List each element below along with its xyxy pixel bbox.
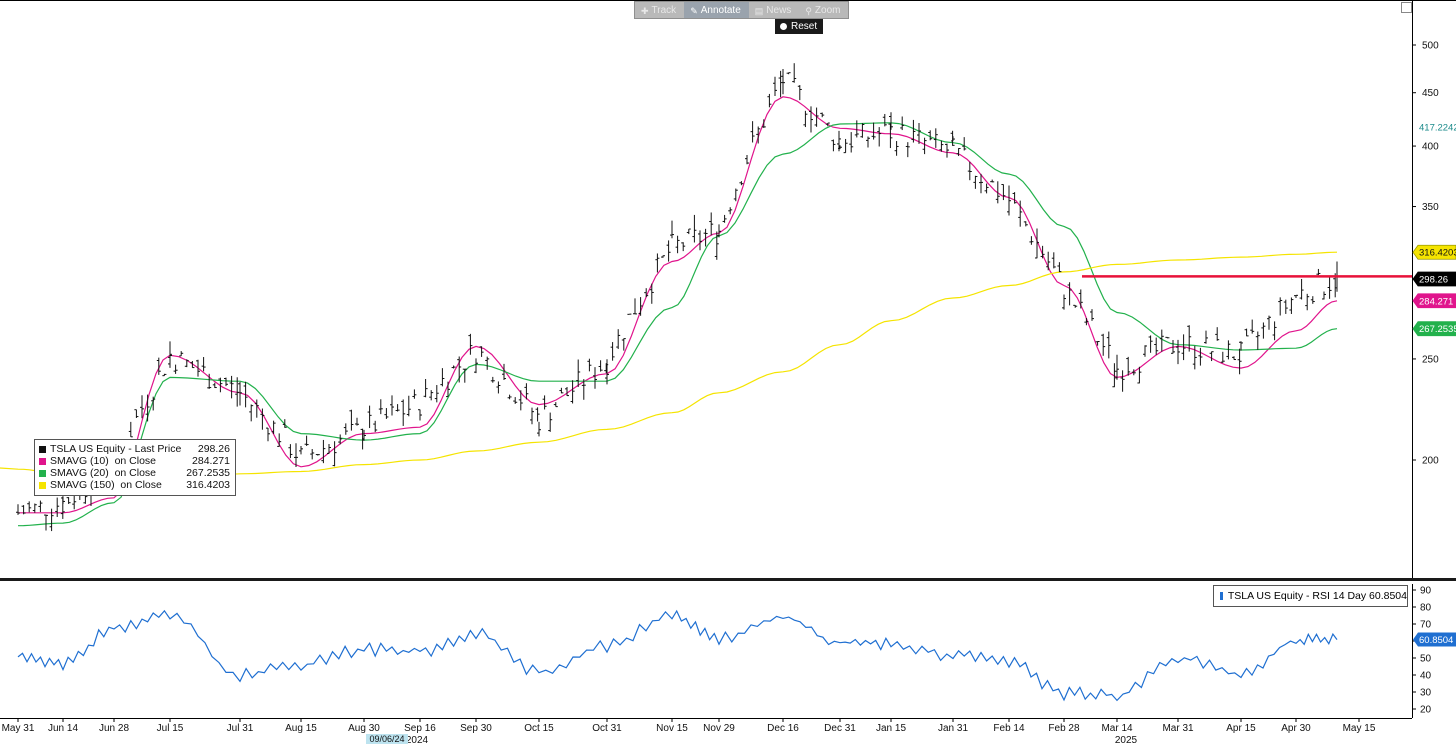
annotate-label: Annotate	[701, 4, 741, 18]
rsi-tick-label: 20	[1420, 705, 1432, 716]
time-tick-label: Sep 30	[460, 723, 492, 734]
chart-toolbar: ✚Track ✎Annotate ▤News ⚲Zoom	[634, 1, 849, 19]
price-tick-label: 400	[1422, 142, 1439, 153]
legend-row-last-price: TSLA US Equity - Last Price 298.26	[39, 443, 235, 455]
legend-name: SMAVG (20) on Close	[50, 467, 172, 479]
maximize-icon[interactable]	[1401, 2, 1412, 13]
rsi-legend-label: TSLA US Equity - RSI 14 Day 60.8504	[1228, 590, 1407, 602]
pencil-icon: ✎	[690, 4, 698, 18]
price-badge-label: 316.4203	[1419, 248, 1456, 259]
time-tick-label: Sep 16	[404, 723, 436, 734]
rsi-tick-label: 40	[1420, 671, 1432, 682]
price-tick-label: 200	[1422, 456, 1439, 467]
legend-name: SMAVG (10) on Close	[50, 455, 172, 467]
legend-swatch-last-price	[39, 446, 46, 453]
reset-icon	[780, 23, 787, 30]
time-tick-label: Dec 16	[767, 723, 799, 734]
legend-swatch-sma10	[39, 458, 46, 465]
price-badge-label: 284.271	[1419, 296, 1453, 307]
crosshair-icon: ✚	[641, 4, 649, 18]
price-badge: 267.2535	[1413, 322, 1456, 336]
price-badge: 298.26	[1413, 272, 1456, 286]
time-tick-label: Jan 31	[938, 723, 968, 734]
price-badge-label: 417.2242	[1419, 122, 1456, 133]
price-legend[interactable]: TSLA US Equity - Last Price 298.26 SMAVG…	[34, 439, 236, 496]
zoom-button[interactable]: ⚲Zoom	[799, 2, 848, 18]
time-tick-label: Jul 31	[227, 723, 254, 734]
legend-value: 316.4203	[172, 479, 235, 491]
cursor-date-label: 09/06/24	[369, 734, 404, 744]
time-tick-label: Oct 15	[524, 723, 554, 734]
time-tick-label: Feb 14	[993, 723, 1025, 734]
reset-button[interactable]: Reset	[775, 19, 823, 34]
legend-row-sma10: SMAVG (10) on Close 284.271	[39, 455, 235, 467]
time-tick-label: Aug 30	[348, 723, 380, 734]
time-tick-label: May 31	[2, 723, 35, 734]
time-tick-label: Nov 15	[656, 723, 688, 734]
rsi-legend-swatch	[1220, 592, 1223, 600]
magnifier-icon: ⚲	[805, 4, 812, 18]
panel-divider[interactable]	[0, 578, 1456, 581]
legend-swatch-sma20	[39, 470, 46, 477]
news-icon: ▤	[755, 4, 764, 18]
rsi-legend[interactable]: TSLA US Equity - RSI 14 Day 60.8504	[1213, 585, 1408, 607]
rsi-tick-label: 80	[1420, 603, 1432, 614]
annotate-button[interactable]: ✎Annotate	[684, 2, 749, 18]
year-label: 2024	[406, 735, 429, 744]
legend-name: SMAVG (150) on Close	[50, 479, 172, 491]
time-tick-label: May 15	[1343, 723, 1376, 734]
rsi-badge-label: 60.8504	[1419, 635, 1453, 646]
legend-row-sma150: SMAVG (150) on Close 316.4203	[39, 479, 235, 491]
legend-swatch-sma150	[39, 482, 46, 489]
time-tick-label: Jan 15	[876, 723, 906, 734]
legend-value: 298.26	[181, 443, 235, 455]
price-tick-label: 500	[1422, 41, 1439, 52]
time-tick-label: Jun 14	[48, 723, 78, 734]
time-tick-label: Feb 28	[1048, 723, 1080, 734]
reset-label: Reset	[791, 19, 817, 34]
price-badge: 316.4203	[1413, 245, 1456, 259]
time-tick-label: Aug 15	[285, 723, 317, 734]
time-tick-label: Apr 30	[1281, 723, 1311, 734]
track-button[interactable]: ✚Track	[635, 2, 684, 18]
time-tick-label: Oct 31	[592, 723, 622, 734]
time-tick-label: Apr 15	[1226, 723, 1256, 734]
rsi-tick-label: 30	[1420, 688, 1432, 699]
zoom-label: Zoom	[815, 4, 841, 18]
time-tick-label: Dec 31	[824, 723, 856, 734]
price-badge-label: 298.26	[1419, 274, 1448, 285]
news-button[interactable]: ▤News	[749, 2, 800, 18]
time-tick-label: Jul 15	[157, 723, 184, 734]
price-tick-label: 350	[1422, 202, 1439, 213]
news-label: News	[766, 4, 791, 18]
price-badge: 284.271	[1413, 294, 1456, 308]
track-label: Track	[652, 4, 677, 18]
rsi-tick-label: 50	[1420, 654, 1432, 665]
legend-name: TSLA US Equity - Last Price	[50, 443, 181, 455]
time-tick-label: Mar 31	[1162, 723, 1194, 734]
price-tick-label: 450	[1422, 88, 1439, 99]
rsi-tick-label: 90	[1420, 586, 1432, 597]
legend-value: 284.271	[172, 455, 235, 467]
time-tick-label: Jun 28	[99, 723, 129, 734]
rsi-tick-label: 70	[1420, 620, 1432, 631]
price-tick-label: 250	[1422, 354, 1439, 365]
legend-value: 267.2535	[172, 467, 235, 479]
price-badge: 417.2242	[1419, 122, 1456, 133]
time-tick-label: Nov 29	[703, 723, 735, 734]
time-tick-label: Mar 14	[1101, 723, 1133, 734]
price-badge-label: 267.2535	[1419, 324, 1456, 335]
year-label: 2025	[1115, 735, 1138, 744]
legend-row-sma20: SMAVG (20) on Close 267.2535	[39, 467, 235, 479]
